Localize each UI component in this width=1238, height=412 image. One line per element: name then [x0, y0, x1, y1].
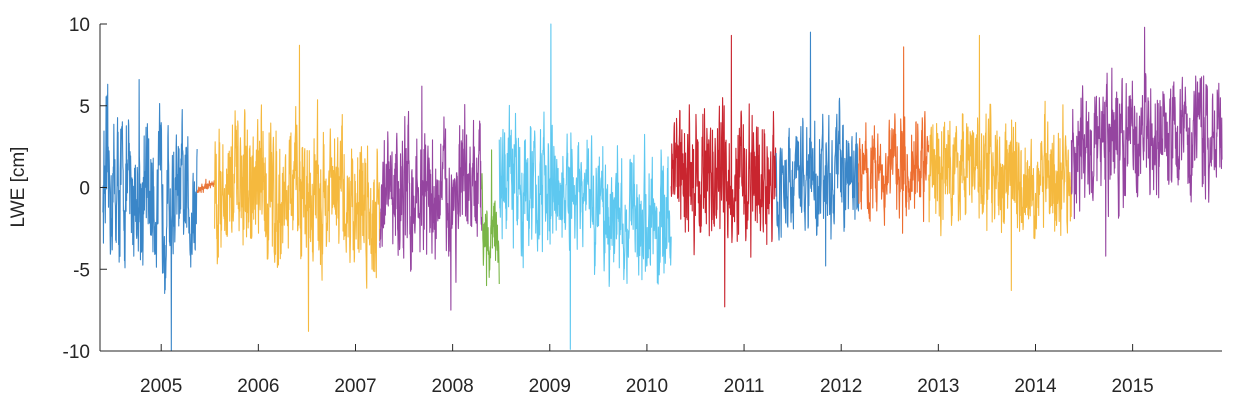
x-tick-label: 2010	[626, 376, 668, 397]
series-layer	[102, 23, 1223, 352]
series-line-3	[214, 44, 381, 332]
series-line-11	[1070, 26, 1223, 257]
y-tick-label: 0	[79, 179, 90, 200]
series-line-5	[481, 149, 500, 287]
y-ticks: -10 -5 0 5 10	[63, 15, 107, 363]
x-tick-label: 2006	[237, 376, 279, 397]
series-line-4	[379, 85, 483, 311]
series-line-6	[498, 23, 672, 350]
series-line-2	[196, 178, 216, 193]
x-tick-label: 2011	[724, 376, 765, 397]
series-line-8	[775, 31, 860, 267]
series-line-9	[858, 46, 930, 234]
x-tick-label: 2012	[820, 376, 862, 397]
series-line-10	[928, 34, 1072, 292]
x-tick-label: 2008	[431, 376, 473, 397]
series-line-7	[670, 34, 777, 308]
x-tick-label: 2005	[140, 376, 182, 397]
x-tick-label: 2014	[1014, 376, 1057, 397]
x-tick-label: 2013	[917, 376, 959, 397]
y-tick-label: 5	[79, 97, 90, 118]
x-tick-label: 2009	[529, 376, 571, 397]
x-tick-label: 2007	[334, 376, 376, 397]
x-ticks: 2005 2006 2007 2008 2009 2010 2011 2012 2013 2014…	[140, 344, 1154, 397]
x-tick-label: 2015	[1111, 376, 1153, 397]
y-tick-label: -5	[73, 260, 90, 281]
series-line-1	[102, 79, 198, 352]
y-tick-label: -10	[63, 342, 90, 363]
y-tick-label: 10	[69, 15, 90, 36]
y-axis-label: LWE [cm]	[8, 147, 29, 228]
